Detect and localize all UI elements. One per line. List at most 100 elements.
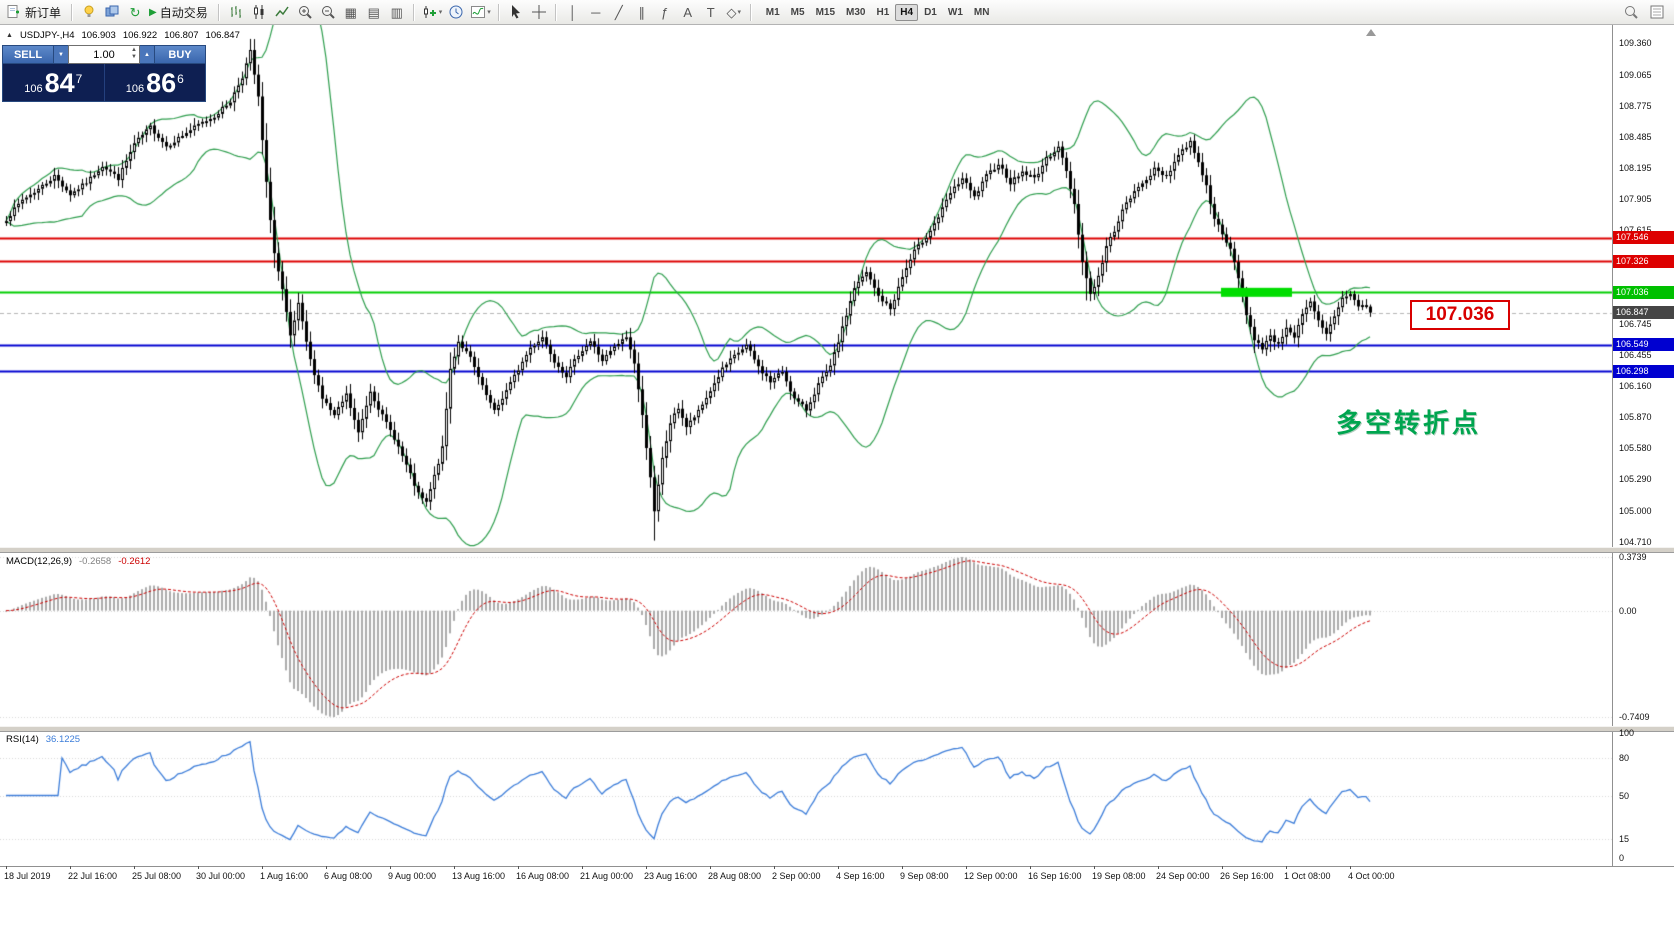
chart-shift-marker[interactable] [1366, 29, 1376, 36]
zoom-out-icon [321, 6, 335, 19]
volume-decrease-button[interactable]: ▼ [54, 45, 68, 64]
zoom-out-button[interactable] [317, 2, 339, 22]
time-label: 19 Sep 08:00 [1092, 871, 1146, 881]
volume-increase-button[interactable]: ▲ [140, 45, 154, 64]
vertical-line-tool[interactable]: │ [562, 2, 584, 22]
tf-button-m30[interactable]: M30 [846, 6, 866, 18]
price-tick: 104.710 [1619, 536, 1652, 547]
text-icon: A [683, 4, 693, 20]
tf-button-m1[interactable]: M1 [765, 6, 780, 18]
sell-button[interactable]: SELL [2, 45, 54, 64]
trendline-tool[interactable]: ╱ [608, 2, 630, 22]
dropdown-icon: ▾ [737, 9, 742, 16]
sell-price-display[interactable]: 106 84 7 [3, 64, 105, 101]
macd-axis-label: 0.00 [1619, 605, 1637, 616]
tf-button-h4[interactable]: H4 [895, 3, 919, 21]
wizard-button[interactable] [78, 2, 100, 22]
new-chart-button[interactable]: ▾ [420, 2, 445, 22]
chart-window: ▲ USDJPY-,H4 106.903 106.922 106.807 106… [0, 25, 1674, 949]
zoom-in-button[interactable] [294, 2, 316, 22]
time-label: 16 Sep 16:00 [1028, 871, 1082, 881]
refresh-button[interactable]: ↻ [124, 2, 146, 22]
data-window-icon [1650, 5, 1664, 19]
cursor-button[interactable] [505, 2, 527, 22]
tile-grid-button[interactable]: ▦ [340, 2, 362, 22]
refresh-icon: ↻ [129, 4, 141, 20]
tf-button-w1[interactable]: W1 [947, 6, 963, 18]
toolbar: 新订单 ↻ ▶ 自动交易 ▦ ▤ ▥ ▾ ▾ [0, 0, 1674, 25]
buy-price-display[interactable]: 106 86 6 [125, 68, 184, 98]
time-tick [774, 866, 775, 869]
tf-button-mn[interactable]: MN [973, 6, 990, 18]
autotrade-button[interactable]: ▶ 自动交易 [147, 2, 213, 22]
shapes-tool[interactable]: ◇ ▾ [723, 2, 745, 22]
rsi-axis-label: 0 [1619, 853, 1625, 863]
open-value: 106.903 [81, 30, 116, 41]
price-tick: 105.000 [1619, 505, 1652, 516]
price-tag: 106.549 [1613, 338, 1674, 352]
panel-separator[interactable] [0, 547, 1674, 553]
tf-button-m15[interactable]: M15 [815, 6, 836, 18]
rsi-axis-label: 50 [1619, 790, 1630, 801]
time-tick [262, 866, 263, 869]
text-tool[interactable]: A [677, 2, 699, 22]
macd-name: MACD(12,26,9) [6, 556, 72, 567]
time-tick [838, 866, 839, 869]
toolbar-separator [554, 3, 557, 21]
time-label: 9 Sep 08:00 [900, 871, 949, 881]
time-tick [390, 866, 391, 869]
period-button[interactable] [445, 2, 467, 22]
tf-button-d1[interactable]: D1 [924, 6, 937, 18]
vertical-line-icon: │ [568, 4, 577, 20]
fibonacci-tool[interactable]: ƒ [654, 2, 676, 22]
tile-horizontal-button[interactable]: ▤ [363, 2, 385, 22]
horizontal-line-icon: ─ [591, 4, 601, 20]
search-icon [1625, 6, 1638, 19]
new-order-button[interactable]: 新订单 [4, 2, 66, 22]
buy-button[interactable]: BUY [154, 45, 206, 64]
price-tick: 105.580 [1619, 443, 1652, 454]
tile-vertical-icon: ▥ [390, 4, 403, 20]
one-click-toggle[interactable]: ▲ [6, 32, 13, 39]
price-tick: 106.455 [1619, 349, 1652, 360]
symbol-label: USDJPY-,H4 [19, 30, 75, 41]
tf-button-m5[interactable]: M5 [790, 6, 805, 18]
profiles-button[interactable] [101, 2, 123, 22]
horizontal-line-tool[interactable]: ─ [585, 2, 607, 22]
price-tick: 105.290 [1619, 474, 1652, 485]
panel-separator[interactable] [0, 726, 1674, 732]
chart-info-line: ▲ USDJPY-,H4 106.903 106.922 106.807 106… [6, 30, 240, 41]
line-chart-button[interactable] [271, 2, 293, 22]
toolbar-separator [497, 3, 500, 21]
text-label-tool[interactable]: T [700, 2, 722, 22]
turning-point-annotation: 多空转折点 [1336, 408, 1482, 438]
time-tick [1350, 866, 1351, 869]
price-tick: 108.485 [1619, 132, 1652, 142]
time-label: 25 Jul 08:00 [132, 871, 182, 881]
volume-spinner[interactable]: ▲ ▼ [131, 47, 137, 60]
price-tag: 107.326 [1613, 254, 1674, 268]
candle-chart-button[interactable] [248, 2, 270, 22]
tile-vertical-button[interactable]: ▥ [386, 2, 408, 22]
time-tick [326, 866, 327, 869]
bar-chart-button[interactable] [225, 2, 247, 22]
data-window-button[interactable] [1646, 2, 1668, 22]
line-chart-icon [275, 6, 289, 17]
rsi-axis-label: 100 [1619, 728, 1635, 738]
trendline-icon: ╱ [614, 4, 623, 20]
indicators-button[interactable]: ▾ [468, 2, 493, 22]
new-chart-icon [423, 6, 436, 18]
crosshair-button[interactable] [528, 2, 550, 22]
toolbar-separator [749, 3, 752, 21]
time-tick [710, 866, 711, 869]
channel-tool[interactable]: ∥ [631, 2, 653, 22]
search-button[interactable] [1620, 2, 1642, 22]
low-value: 106.807 [164, 30, 199, 41]
time-label: 1 Aug 16:00 [260, 871, 309, 881]
chart-plot[interactable] [0, 25, 1674, 949]
tf-button-h1[interactable]: H1 [876, 6, 890, 18]
time-tick [1222, 866, 1223, 869]
volume-input[interactable]: 1.00 ▲ ▼ [68, 45, 140, 64]
spin-down-icon: ▼ [58, 51, 64, 58]
rsi-axis-label: 15 [1619, 834, 1630, 845]
